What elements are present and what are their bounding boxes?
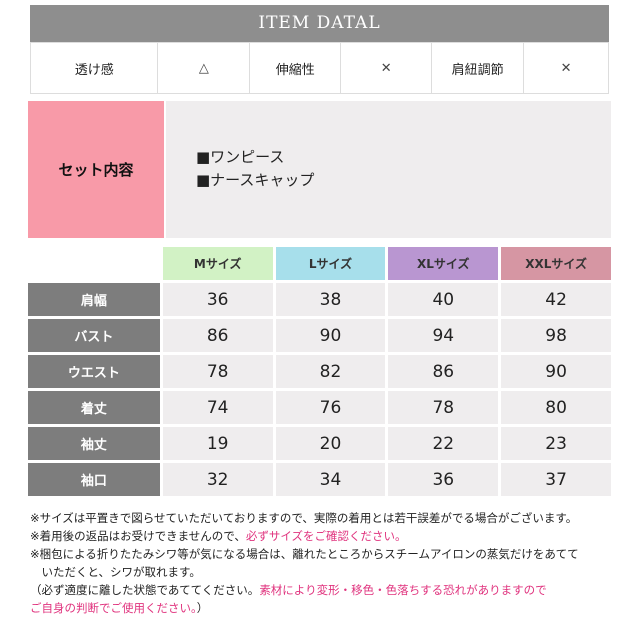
set-item: ■ワンピース (196, 148, 285, 166)
row-label: 肩幅 (28, 283, 160, 316)
triangle-icon: △ (158, 43, 251, 93)
size-value: 36 (388, 463, 499, 496)
size-header: XXLサイズ (501, 247, 612, 280)
attr-label-stretch: 伸縮性 (250, 43, 342, 93)
size-header-row: Mサイズ Lサイズ XLサイズ XXLサイズ (28, 247, 612, 280)
row-label: 着丈 (28, 391, 160, 424)
size-value: 94 (388, 319, 499, 352)
set-item: ■ナースキャップ (196, 171, 315, 189)
size-value: 82 (275, 355, 386, 388)
size-value: 22 (388, 427, 499, 460)
size-value: 36 (162, 283, 273, 316)
note: ※サイズは平置きで図らせていただいておりますので、実際の着用とは若干誤差がでる場… (30, 511, 578, 525)
row-label: 袖丈 (28, 427, 160, 460)
size-value: 74 (162, 391, 273, 424)
row-label: ウエスト (28, 355, 160, 388)
size-value: 90 (275, 319, 386, 352)
note-text: ） (196, 601, 209, 615)
note: ※梱包による折りたたみシワ等が気になる場合は、離れたところからスチームアイロンの… (30, 547, 579, 561)
note-text: （必ず適度に離した状態であててください。 (30, 583, 260, 597)
size-value: 76 (275, 391, 386, 424)
empty-cell (28, 247, 160, 280)
size-value: 80 (501, 391, 612, 424)
notes: ※サイズは平置きで図らせていただいておりますので、実際の着用とは若干誤差がでる場… (30, 509, 579, 617)
cross-icon: ✕ (341, 43, 433, 93)
size-value: 37 (501, 463, 612, 496)
table-row: ウエスト 78 82 86 90 (28, 355, 612, 388)
attr-label-sheer: 透け感 (31, 43, 159, 93)
table-row: バスト 86 90 94 98 (28, 319, 612, 352)
size-value: 40 (388, 283, 499, 316)
size-value: 90 (501, 355, 612, 388)
note-highlight: 素材により変形・移色・色落ちする恐れがありますので (259, 583, 547, 597)
note-text: ※着用後の返品はお受けできませんので、 (30, 529, 246, 543)
cross-icon: ✕ (560, 60, 572, 76)
size-table: Mサイズ Lサイズ XLサイズ XXLサイズ 肩幅 36 38 40 42 バスト 86 90 94 98… (28, 247, 612, 499)
table-row: 着丈 74 76 78 80 (28, 391, 612, 424)
size-header: XLサイズ (388, 247, 499, 280)
size-value: 42 (501, 283, 612, 316)
size-value: 34 (275, 463, 386, 496)
item-detail-header: ITEM DATAL (30, 5, 609, 42)
set-contents: ■ワンピース ■ナースキャップ (166, 101, 611, 238)
size-value: 98 (501, 319, 612, 352)
size-value: 38 (275, 283, 386, 316)
size-value: 86 (162, 319, 273, 352)
note-highlight: 必ずサイズをご確認ください。 (245, 529, 407, 543)
size-value: 78 (162, 355, 273, 388)
size-header: Mサイズ (162, 247, 273, 280)
table-row: 袖丈 19 20 22 23 (28, 427, 612, 460)
attr-label-strap: 肩紐調節 (432, 43, 525, 93)
table-row: 袖口 32 34 36 37 (28, 463, 612, 496)
size-value: 20 (275, 427, 386, 460)
size-value: 78 (388, 391, 499, 424)
note: ご自身の判断でご使用ください。） (30, 599, 579, 617)
note: いただくと、シワが取れます。 (30, 565, 201, 579)
size-value: 32 (162, 463, 273, 496)
note-highlight: ご自身の判断でご使用ください。 (30, 601, 197, 615)
size-value: 23 (501, 427, 612, 460)
size-value: 86 (388, 355, 499, 388)
row-label: 袖口 (28, 463, 160, 496)
row-label: バスト (28, 319, 160, 352)
size-header: Lサイズ (275, 247, 386, 280)
attribute-row: 透け感 △ 伸縮性 ✕ 肩紐調節 ✕ (30, 42, 609, 94)
set-contents-label: セット内容 (28, 101, 164, 238)
size-value: 19 (162, 427, 273, 460)
note: ※着用後の返品はお受けできませんので、必ずサイズをご確認ください。 (30, 527, 579, 545)
note: （必ず適度に離した状態であててください。素材により変形・移色・色落ちする恐れがあ… (30, 581, 579, 599)
table-row: 肩幅 36 38 40 42 (28, 283, 612, 316)
